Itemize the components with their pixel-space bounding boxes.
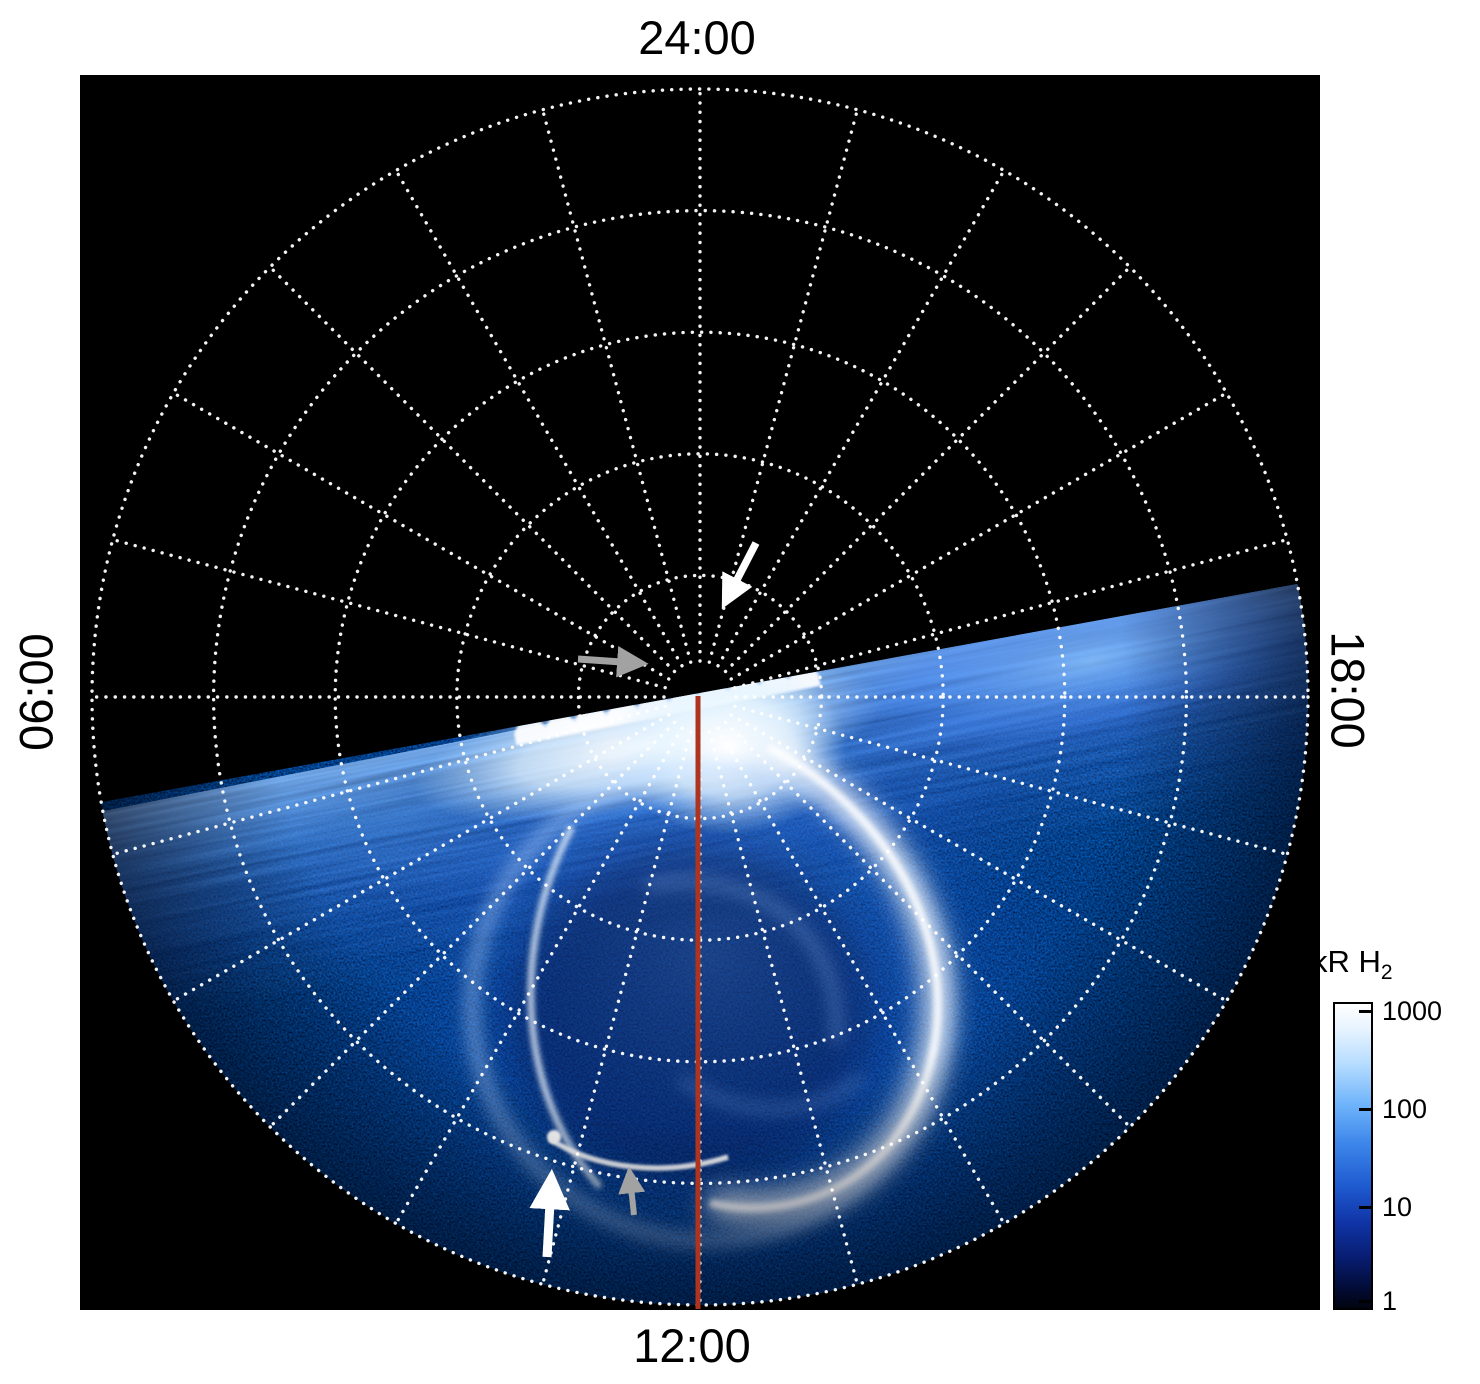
colorbar-tick-10: 10 <box>1382 1192 1413 1222</box>
angular-label-1200: 12:00 <box>633 1319 751 1372</box>
colorbar-title-main: kR H <box>1312 944 1381 979</box>
aurora-polar-svg <box>90 87 1310 1309</box>
angular-label-0600: 06:00 <box>9 633 63 751</box>
white-arrow-top <box>721 541 760 609</box>
angular-label-1800: 18:00 <box>1321 631 1375 749</box>
colorbar-tick-mark <box>1359 1300 1371 1303</box>
colorbar-tick-mark <box>1359 1010 1371 1013</box>
colorbar-tick-mark <box>1359 1108 1371 1111</box>
polar-plot <box>80 75 1320 1310</box>
colorbar-title-sub: 2 <box>1380 961 1393 985</box>
colorbar-tick-1000: 1000 <box>1382 996 1443 1026</box>
gray-arrow-bottom <box>618 1166 646 1216</box>
colorbar-tick-100: 100 <box>1382 1094 1428 1124</box>
colorbar-title: kR H2 <box>1312 944 1393 985</box>
annotation-arrows <box>529 541 760 1258</box>
gray-arrow-left <box>577 645 649 678</box>
colorbar: kR H2 1000 100 10 1 <box>1310 944 1480 1344</box>
colorbar-gradient <box>1333 1002 1373 1310</box>
colorbar-tick-mark <box>1359 1206 1371 1209</box>
angular-label-2400: 24:00 <box>638 11 756 64</box>
colorbar-tick-1: 1 <box>1382 1286 1398 1316</box>
white-arrow-bottom <box>529 1168 570 1258</box>
